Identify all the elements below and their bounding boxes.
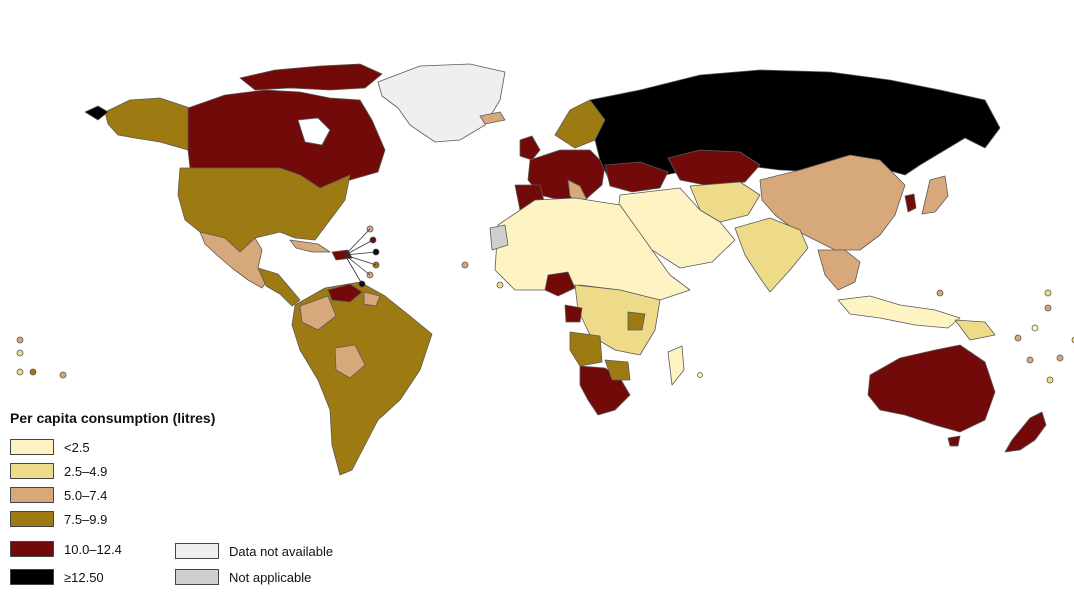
legend-item-special: Not applicable: [175, 568, 311, 586]
legend-label: 7.5–9.9: [64, 511, 108, 527]
region-caribbean: [289, 239, 331, 253]
caribbean-leader-lines: [344, 228, 377, 285]
region-uganda: [627, 311, 646, 331]
region-australia: [867, 344, 996, 433]
legend-label: Not applicable: [229, 569, 312, 585]
region-india: [734, 217, 809, 293]
legend-label: 5.0–7.4: [64, 487, 108, 503]
legend-label: Data not available: [229, 543, 334, 559]
legend-title: Per capita consumption (litres): [10, 410, 216, 426]
region-japan: [921, 175, 949, 215]
legend-swatch: [10, 511, 54, 527]
region-new-zealand: [1004, 411, 1047, 453]
legend-swatch: [10, 541, 54, 557]
legend-item: 10.0–12.4: [10, 540, 122, 558]
region-nigeria: [544, 271, 576, 297]
region-africa-north: [494, 197, 691, 301]
legend: Per capita consumption (litres) <2.5 2.5…: [10, 410, 450, 595]
region-png: [954, 319, 996, 341]
region-canada-arctic: [239, 63, 383, 91]
legend-label: ≥12.50: [64, 569, 104, 585]
region-south-america: [291, 281, 433, 476]
legend-item: 5.0–7.4: [10, 486, 107, 504]
legend-item: 7.5–9.9: [10, 510, 107, 528]
region-bolivia: [334, 344, 366, 379]
region-korea: [904, 193, 917, 213]
region-china: [759, 154, 906, 251]
region-kazakhstan: [667, 149, 761, 187]
legend-item-special: Data not available: [175, 542, 333, 560]
legend-swatch: [10, 569, 54, 585]
region-guyana: [363, 291, 381, 307]
legend-swatch: [175, 569, 219, 585]
region-uk: [519, 135, 541, 161]
region-hudson-bay: [297, 117, 331, 146]
legend-item: ≥12.50: [10, 568, 104, 586]
region-madagascar: [667, 345, 685, 386]
region-tasmania: [947, 435, 961, 447]
legend-item: 2.5–4.9: [10, 462, 107, 480]
legend-swatch: [10, 463, 54, 479]
region-central-america: [257, 267, 301, 307]
small-island-markers: [16, 225, 1074, 384]
region-southeast-asia: [817, 249, 861, 291]
legend-label: 2.5–4.9: [64, 463, 108, 479]
legend-swatch: [10, 487, 54, 503]
region-aleutians: [84, 105, 109, 121]
region-zimbabwe: [604, 359, 631, 381]
region-united-states: [177, 167, 351, 253]
legend-label: 10.0–12.4: [64, 541, 122, 557]
legend-swatch: [10, 439, 54, 455]
legend-label: <2.5: [64, 439, 90, 455]
region-venezuela: [327, 283, 363, 303]
region-alaska: [104, 97, 191, 151]
region-russia: [589, 69, 1001, 183]
region-iceland: [479, 111, 506, 125]
legend-swatch: [175, 543, 219, 559]
region-greenland: [377, 63, 506, 143]
legend-item: <2.5: [10, 438, 90, 456]
region-western-sahara: [489, 224, 509, 251]
region-ukraine: [604, 161, 669, 193]
region-gabon: [564, 304, 583, 323]
region-angola: [569, 331, 603, 367]
region-indonesia: [837, 295, 961, 329]
region-colombia: [299, 295, 337, 331]
